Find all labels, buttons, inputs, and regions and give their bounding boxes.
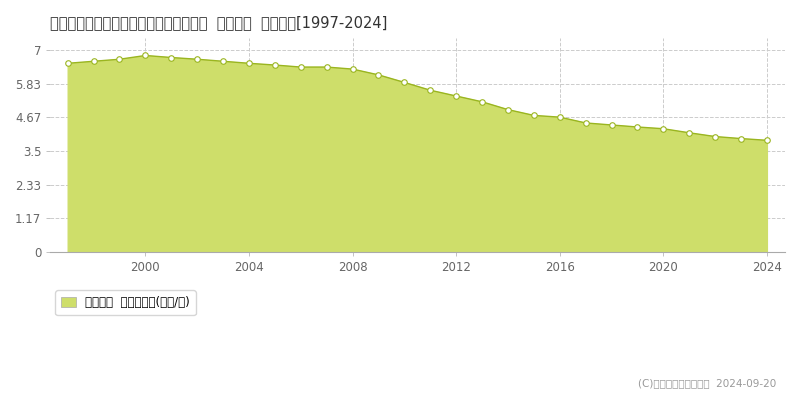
Text: 鳥取県鳥取市上味野字上り立７４番１外  基準地価  地価推移[1997-2024]: 鳥取県鳥取市上味野字上り立７４番１外 基準地価 地価推移[1997-2024]: [50, 15, 387, 30]
Text: (C)土地価格ドットコム  2024-09-20: (C)土地価格ドットコム 2024-09-20: [638, 378, 776, 388]
Legend: 基準地価  平均坪単価(万円/坪): 基準地価 平均坪単価(万円/坪): [55, 290, 196, 315]
